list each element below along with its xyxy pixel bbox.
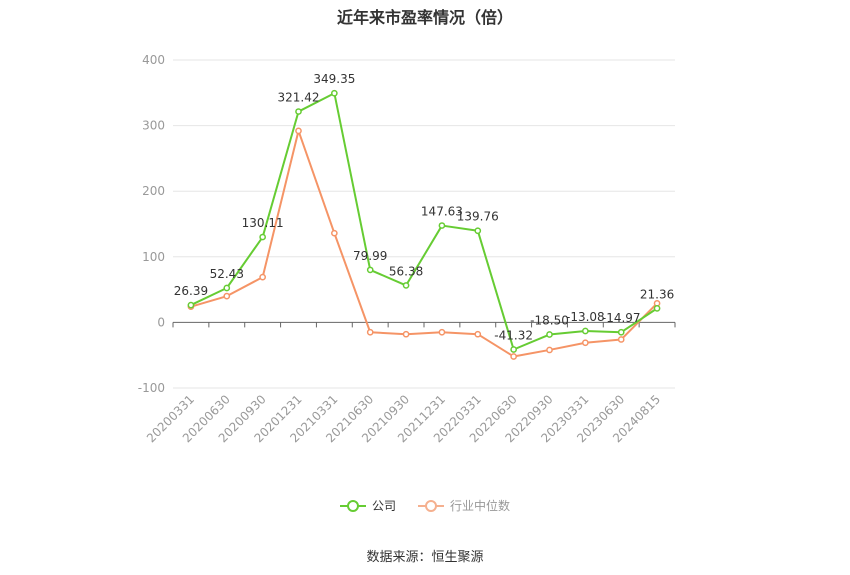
data-label: 79.99 <box>353 249 387 263</box>
chart-title: 近年来市盈率情况（倍） <box>336 8 513 27</box>
data-label: 349.35 <box>313 72 355 86</box>
data-label: -14.97 <box>602 311 641 325</box>
legend: 公司 行业中位数 <box>0 497 850 514</box>
y-tick-label: -100 <box>138 381 165 395</box>
data-point-industry <box>582 339 589 347</box>
data-label: 26.39 <box>174 284 208 298</box>
data-point-industry <box>259 273 266 281</box>
data-point-industry <box>510 353 517 360</box>
legend-label-industry: 行业中位数 <box>450 499 511 513</box>
data-label: 56.38 <box>389 264 423 278</box>
data-label: 52.43 <box>210 267 244 281</box>
data-point-company <box>331 89 338 97</box>
data-point-company <box>259 233 266 241</box>
y-tick-label: 200 <box>142 184 165 198</box>
data-point-company <box>617 328 625 336</box>
data-point-industry <box>438 328 446 336</box>
legend-item-industry[interactable]: 行业中位数 <box>418 497 510 514</box>
data-point-company <box>402 282 410 289</box>
data-label: -13.08 <box>566 310 605 324</box>
data-point-company <box>187 301 195 309</box>
data-point-company <box>474 227 482 235</box>
data-label: -41.32 <box>494 329 533 343</box>
series-line-company <box>190 92 658 351</box>
data-point-company <box>366 266 374 274</box>
axis-layer: -100010020030040020200331202006302020093… <box>138 53 676 445</box>
y-tick-label: 100 <box>142 250 165 264</box>
data-label: 139.76 <box>457 210 499 224</box>
data-label: -18.50 <box>530 314 569 328</box>
data-label: 130.11 <box>242 216 284 230</box>
data-point-company <box>223 284 231 292</box>
data-point-industry <box>223 292 231 300</box>
data-point-industry <box>295 127 302 135</box>
data-point-industry <box>331 229 338 237</box>
legend-swatch-industry <box>418 499 444 513</box>
y-tick-label: 300 <box>142 119 165 133</box>
data-label: 321.42 <box>278 91 320 105</box>
data-point-industry <box>617 336 625 343</box>
data-point-industry <box>402 330 410 338</box>
data-point-company <box>546 331 553 338</box>
data-point-industry <box>474 330 482 338</box>
legend-item-company[interactable]: 公司 <box>339 497 396 514</box>
data-point-industry <box>366 328 374 336</box>
series-layer <box>187 89 661 360</box>
y-tick-label: 0 <box>157 315 165 329</box>
data-label: 147.63 <box>421 205 463 219</box>
data-point-company <box>438 222 446 229</box>
y-tick-label: 400 <box>142 53 165 67</box>
data-point-company <box>653 305 661 312</box>
data-point-company <box>582 327 589 335</box>
source-note: 数据来源：恒生聚源 <box>366 550 484 565</box>
legend-label-company: 公司 <box>371 499 396 513</box>
data-point-company <box>295 108 302 115</box>
series-line-industry <box>190 129 658 358</box>
data-point-company <box>510 346 517 353</box>
legend-swatch-company <box>339 499 366 513</box>
data-label: 21.36 <box>640 287 674 301</box>
data-point-industry <box>546 346 553 354</box>
